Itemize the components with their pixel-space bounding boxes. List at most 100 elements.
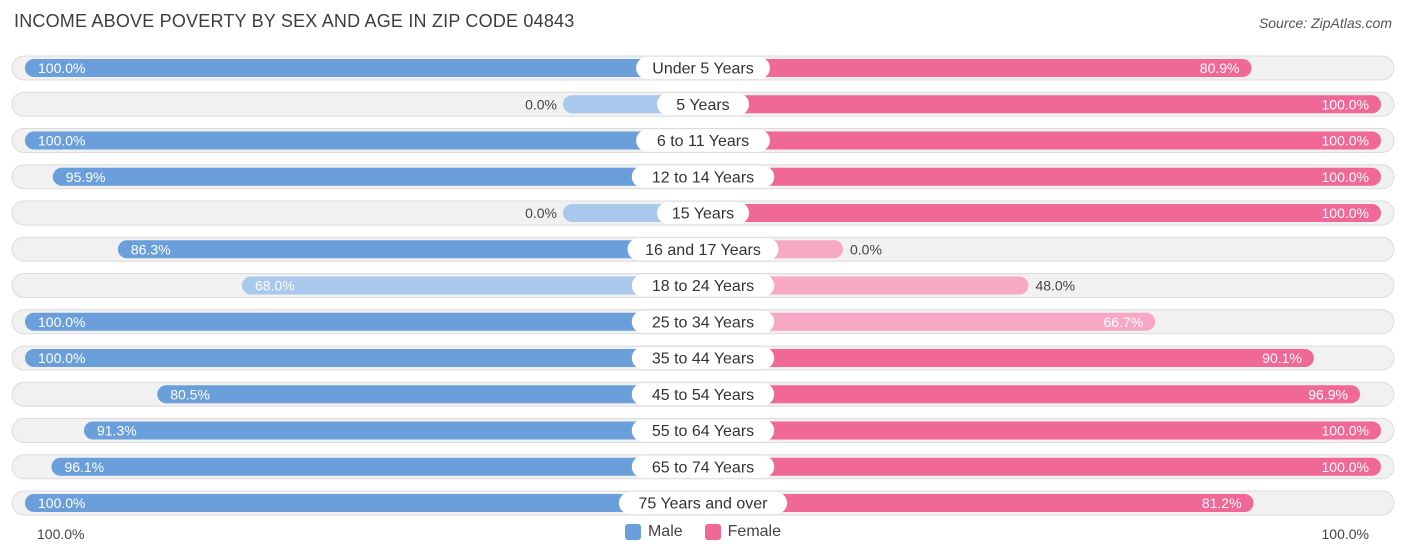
bar-male [25,494,703,512]
bar-female [703,131,1381,150]
chart-row: 91.3% 100.0% 55 to 64 Years [11,418,1395,443]
bar-female [703,385,1360,404]
data-label-female: 100.0% [1322,169,1369,185]
bar-male [157,385,703,404]
data-label-female: 100.0% [1322,133,1369,149]
category-pill [636,129,770,152]
legend-label-male: Male [647,523,683,540]
data-label-female: 90.1% [1262,350,1302,366]
data-label-female: 66.7% [1104,314,1144,330]
category-label: 12 to 14 Years [652,169,754,186]
data-label-male: 0.0% [525,96,557,112]
legend-item-female[interactable]: Female [704,523,782,541]
category-pill [631,455,775,478]
legend-label-female: Female [727,523,782,540]
bar-male [83,421,703,440]
bar-male [25,131,703,150]
data-label-male: 68.0% [255,278,295,294]
bar-male [25,59,703,77]
legend: Male Female [0,523,1406,541]
category-pill [631,165,775,188]
category-pill [631,310,775,333]
chart-row: 100.0% 66.7% 25 to 34 Years [11,309,1395,335]
category-pill [657,202,749,224]
category-pill [657,93,749,116]
category-label: 65 to 74 Years [652,459,754,476]
bar-female [703,349,1314,367]
legend-item-male[interactable]: Male [624,523,683,541]
bar-female [703,494,1254,512]
category-pill [618,492,788,514]
chart-row: 100.0% 100.0% 6 to 11 Years [11,128,1395,153]
data-label-male: 86.3% [131,241,171,257]
data-label-female: 81.2% [1202,495,1242,511]
category-label: 15 Years [672,206,734,223]
category-label: 6 to 11 Years [657,133,749,150]
category-pill [631,419,775,442]
bar-female [703,276,1029,295]
chart-row: 95.9% 100.0% 12 to 14 Years [11,164,1395,190]
bar-male [241,276,703,295]
data-label-female: 0.0% [850,241,882,257]
data-label-female: 96.9% [1308,386,1348,402]
bar-female [703,59,1252,77]
bar-female [703,312,1156,331]
data-label-female: 100.0% [1322,205,1369,221]
chart-row: 100.0% 90.1% 35 to 44 Years [11,345,1395,371]
data-label-male: 80.5% [170,386,210,402]
chart-row: 80.5% 96.9% 45 to 54 Years [11,381,1395,407]
data-label-male: 96.1% [64,459,104,475]
bar-male [117,240,704,259]
data-label-female: 48.0% [1035,278,1075,294]
category-label: 5 Years [676,97,729,114]
bar-female [703,204,1381,222]
data-label-male: 0.0% [525,205,557,221]
chart-row: 100.0% 81.2% 75 Years and over [11,490,1395,516]
bar-male [25,312,703,331]
bar-male [25,349,703,367]
diverging-bar-chart: 100.0% 80.9% Under 5 Years 0.0% 100.0% 5 Year… [11,55,1395,516]
bar-male [52,167,704,186]
chart-row: 0.0% 100.0% 15 Years [11,200,1395,226]
data-label-male: 95.9% [66,169,106,185]
axis-right-label: 100.0% [1321,526,1369,542]
category-label: 25 to 34 Years [652,314,754,331]
bar-female [703,457,1381,476]
category-pill [631,383,775,406]
category-label: 35 to 44 Years [652,351,754,368]
chart-source: Source: ZipAtlas.com [1258,15,1392,31]
category-label: Under 5 Years [652,61,753,78]
category-label: 18 to 24 Years [652,278,754,295]
data-label-female: 100.0% [1322,423,1369,439]
legend-swatch-male [624,524,641,540]
bar-female [703,167,1381,186]
chart-row: 0.0% 100.0% 5 Years [11,91,1395,117]
legend-swatch-female [704,524,721,540]
data-label-male: 100.0% [38,495,85,511]
bar-female [703,95,1381,114]
data-label-male: 100.0% [38,133,85,149]
axis-left-label: 100.0% [37,526,85,542]
category-label: 45 to 54 Years [652,387,754,404]
bar-male [51,457,703,476]
chart-title: INCOME ABOVE POVERTY BY SEX AND AGE IN Z… [14,11,575,31]
data-label-female: 100.0% [1322,459,1369,475]
category-pill [636,57,770,79]
bar-female [703,421,1381,440]
chart-row: 100.0% 80.9% Under 5 Years [11,55,1395,81]
category-pill [627,238,779,261]
data-label-female: 80.9% [1200,60,1240,76]
data-label-male: 91.3% [97,423,137,439]
data-label-male: 100.0% [38,60,85,76]
data-label-female: 100.0% [1322,96,1369,112]
data-label-male: 100.0% [38,314,85,330]
category-label: 55 to 64 Years [652,423,754,440]
category-label: 16 and 17 Years [645,242,761,259]
data-label-male: 100.0% [38,350,85,366]
chart-row: 96.1% 100.0% 65 to 74 Years [11,454,1395,480]
category-label: 75 Years and over [639,496,769,513]
chart-row: 68.0% 48.0% 18 to 24 Years [11,273,1395,298]
category-pill [631,347,775,369]
chart-row: 86.3% 0.0% 16 and 17 Years [11,236,1395,262]
category-pill [631,274,775,297]
